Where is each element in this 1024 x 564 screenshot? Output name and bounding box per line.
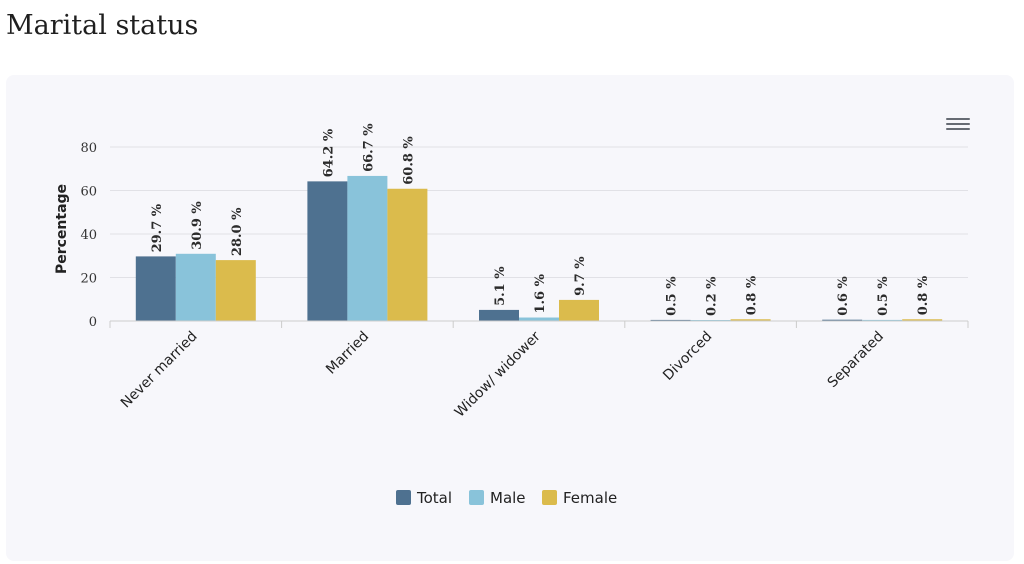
page-title: Marital status (6, 10, 199, 41)
data-labels: 29.7 % 30.9 % 28.0 % 64.2 % 66.7 % 60.8 % 5.1 … (150, 123, 931, 316)
data-label: 0.5 % (665, 276, 680, 316)
data-label: 60.8 % (401, 136, 416, 185)
category-labels: Never married Married Widow/ widower Divorc… (118, 328, 887, 420)
bar-female[interactable] (387, 188, 428, 321)
data-label: 1.6 % (533, 273, 548, 313)
legend-swatch-total[interactable] (396, 490, 411, 505)
bar-chart: 0 20 40 60 80 Percentage 29.7 % 30.9 % 28.0 % 6… (54, 123, 969, 507)
data-label: 5.1 % (493, 266, 508, 306)
y-tick-label: 80 (80, 141, 97, 156)
bar-male[interactable] (862, 319, 903, 321)
bar-total[interactable] (650, 319, 691, 321)
y-tick-label: 60 (80, 185, 97, 200)
bar-total[interactable] (479, 309, 519, 321)
legend-label-total[interactable]: Total (416, 489, 452, 507)
legend-label-female[interactable]: Female (563, 489, 617, 507)
bar-total[interactable] (135, 256, 176, 321)
data-label: 66.7 % (361, 123, 376, 172)
category-label: Separated (825, 329, 887, 391)
legend-swatch-male[interactable] (469, 490, 484, 505)
legend-label-male[interactable]: Male (490, 489, 526, 507)
y-tick-label: 0 (89, 315, 97, 330)
data-label: 64.2 % (321, 128, 336, 177)
category-label: Divorced (660, 329, 715, 384)
bars (135, 175, 943, 321)
data-label: 0.8 % (745, 275, 760, 315)
category-label: Widow/ widower (452, 328, 544, 420)
y-axis-title: Percentage (54, 184, 70, 274)
bar-male[interactable] (175, 253, 216, 321)
chart-menu-icon[interactable] (946, 115, 970, 135)
bar-female[interactable] (730, 319, 771, 321)
bar-female[interactable] (559, 299, 599, 321)
bar-female[interactable] (215, 260, 256, 321)
bar-total[interactable] (822, 319, 863, 321)
category-label: Never married (118, 329, 201, 412)
bar-female[interactable] (902, 319, 943, 321)
grid-lines (110, 146, 968, 278)
legend[interactable]: Total Male Female (396, 489, 617, 507)
y-tick-label: 20 (80, 272, 97, 287)
data-label: 0.8 % (916, 275, 931, 315)
y-axis-ticks: 0 20 40 60 80 (80, 141, 97, 330)
bar-total[interactable] (307, 181, 348, 321)
bar-male[interactable] (347, 175, 388, 321)
data-label: 28.0 % (230, 207, 245, 256)
data-label: 9.7 % (573, 256, 588, 296)
bar-male[interactable] (519, 317, 559, 321)
data-label: 0.2 % (705, 276, 720, 316)
y-tick-label: 40 (80, 228, 97, 243)
data-label: 0.5 % (876, 276, 891, 316)
data-label: 0.6 % (836, 276, 851, 316)
chart-card: 0 20 40 60 80 Percentage 29.7 % 30.9 % 28.0 % 6… (6, 75, 1014, 561)
x-axis-ticks (109, 321, 969, 328)
legend-swatch-female[interactable] (542, 490, 557, 505)
data-label: 30.9 % (190, 201, 205, 250)
data-label: 29.7 % (150, 203, 165, 252)
category-label: Married (323, 329, 372, 378)
